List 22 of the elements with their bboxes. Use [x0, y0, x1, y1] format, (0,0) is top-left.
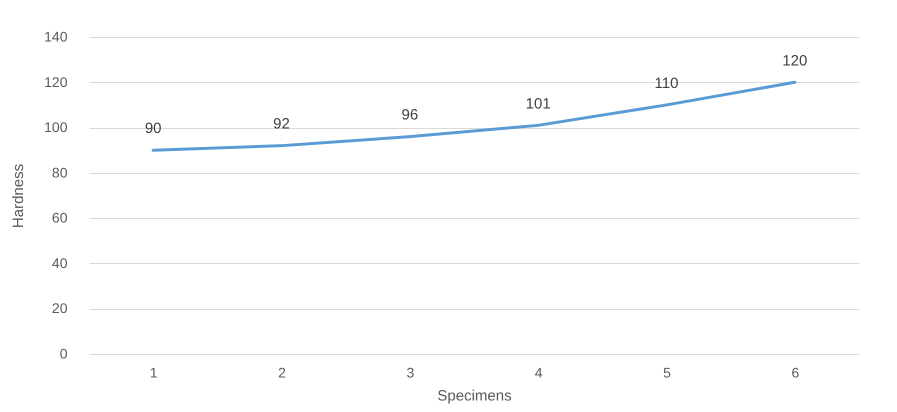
- x-tick-label: 3: [406, 364, 414, 380]
- y-tick-label: 120: [44, 74, 68, 90]
- y-tick-label: 0: [60, 346, 68, 362]
- x-tick-label: 6: [791, 364, 800, 380]
- data-label: 120: [782, 52, 808, 70]
- x-tick-label: 5: [663, 364, 672, 380]
- y-tick-label: 140: [44, 28, 68, 44]
- x-tick-label: 4: [534, 364, 543, 380]
- data-label: 92: [273, 116, 290, 133]
- data-label: 101: [526, 95, 551, 112]
- y-tick-label: 100: [44, 119, 68, 136]
- x-axis-title: Specimens: [437, 388, 512, 404]
- y-axis-title: Hardness: [10, 164, 28, 228]
- data-label: 90: [144, 120, 162, 138]
- y-tick-label: 60: [52, 210, 68, 226]
- y-tick-label: 20: [52, 300, 68, 316]
- data-label: 96: [401, 106, 418, 124]
- x-tick-label: 1: [150, 364, 158, 380]
- x-tick-label: 2: [278, 364, 286, 380]
- y-tick-label: 40: [52, 254, 68, 271]
- data-label: 110: [654, 74, 678, 92]
- y-tick-label: 80: [52, 164, 68, 180]
